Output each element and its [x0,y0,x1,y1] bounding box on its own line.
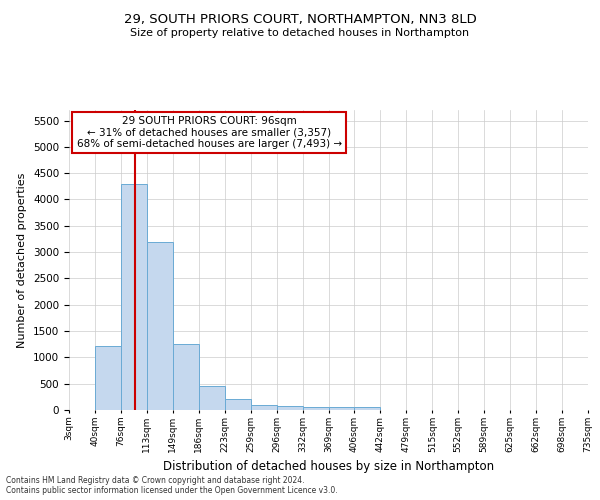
Text: 29 SOUTH PRIORS COURT: 96sqm
← 31% of detached houses are smaller (3,357)
68% of: 29 SOUTH PRIORS COURT: 96sqm ← 31% of de… [77,116,341,149]
Text: Size of property relative to detached houses in Northampton: Size of property relative to detached ho… [130,28,470,38]
Bar [173,344,199,410]
Text: Contains HM Land Registry data © Crown copyright and database right 2024.
Contai: Contains HM Land Registry data © Crown c… [6,476,338,495]
Bar [121,184,147,410]
X-axis label: Distribution of detached houses by size in Northampton: Distribution of detached houses by size … [163,460,494,473]
Bar [277,406,302,410]
Bar [302,408,329,410]
Bar [251,404,277,410]
Bar [199,386,224,410]
Y-axis label: Number of detached properties: Number of detached properties [17,172,28,348]
Bar [225,400,251,410]
Text: 29, SOUTH PRIORS COURT, NORTHAMPTON, NN3 8LD: 29, SOUTH PRIORS COURT, NORTHAMPTON, NN3… [124,12,476,26]
Bar [95,346,121,410]
Bar [329,408,355,410]
Bar [147,242,173,410]
Bar [355,408,380,410]
